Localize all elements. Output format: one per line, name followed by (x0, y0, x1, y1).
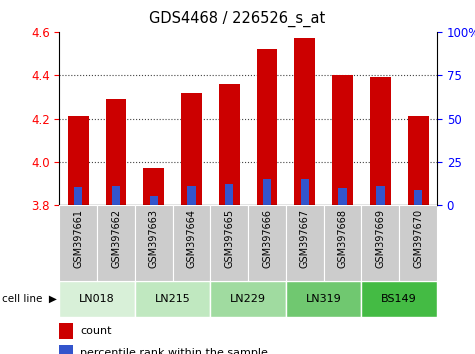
Bar (181, 92, 202, 205)
Bar (59, 205, 97, 281)
Text: LN319: LN319 (306, 294, 342, 304)
Text: LN215: LN215 (155, 294, 190, 304)
Text: GSM397669: GSM397669 (375, 209, 385, 268)
Text: GSM397668: GSM397668 (338, 209, 348, 268)
Text: LN229: LN229 (230, 294, 266, 304)
Bar (256, 49, 277, 205)
Bar (323, 205, 361, 281)
Bar (414, 190, 422, 205)
Bar (210, 281, 286, 317)
Bar (135, 205, 173, 281)
Bar (97, 205, 135, 281)
Text: GSM397662: GSM397662 (111, 209, 121, 268)
Text: GSM397670: GSM397670 (413, 209, 423, 268)
Bar (173, 205, 210, 281)
Bar (225, 184, 233, 205)
Bar (59, 344, 73, 354)
Text: count: count (80, 326, 112, 336)
Bar (188, 186, 196, 205)
Bar (143, 169, 164, 205)
Bar (68, 116, 89, 205)
Text: GDS4468 / 226526_s_at: GDS4468 / 226526_s_at (149, 11, 326, 27)
Text: GSM397661: GSM397661 (73, 209, 83, 268)
Bar (219, 84, 240, 205)
Text: percentile rank within the sample: percentile rank within the sample (80, 348, 268, 354)
Bar (210, 205, 248, 281)
Bar (370, 78, 391, 205)
Bar (150, 195, 158, 205)
Bar (112, 186, 120, 205)
Bar (248, 205, 286, 281)
Text: GSM397664: GSM397664 (187, 209, 197, 268)
Bar (361, 205, 399, 281)
Bar (399, 205, 437, 281)
Text: GSM397663: GSM397663 (149, 209, 159, 268)
Bar (59, 323, 73, 339)
Text: cell line  ▶: cell line ▶ (2, 294, 57, 304)
Text: LN018: LN018 (79, 294, 115, 304)
Bar (74, 187, 82, 205)
Bar (59, 281, 135, 317)
Bar (376, 186, 384, 205)
Text: GSM397667: GSM397667 (300, 209, 310, 268)
Text: GSM397666: GSM397666 (262, 209, 272, 268)
Bar (339, 188, 347, 205)
Bar (301, 179, 309, 205)
Text: BS149: BS149 (381, 294, 417, 304)
Bar (105, 99, 126, 205)
Bar (286, 205, 324, 281)
Bar (408, 116, 428, 205)
Bar (294, 38, 315, 205)
Bar (286, 281, 361, 317)
Bar (263, 179, 271, 205)
Bar (135, 281, 210, 317)
Bar (332, 75, 353, 205)
Text: GSM397665: GSM397665 (224, 209, 234, 268)
Bar (361, 281, 437, 317)
